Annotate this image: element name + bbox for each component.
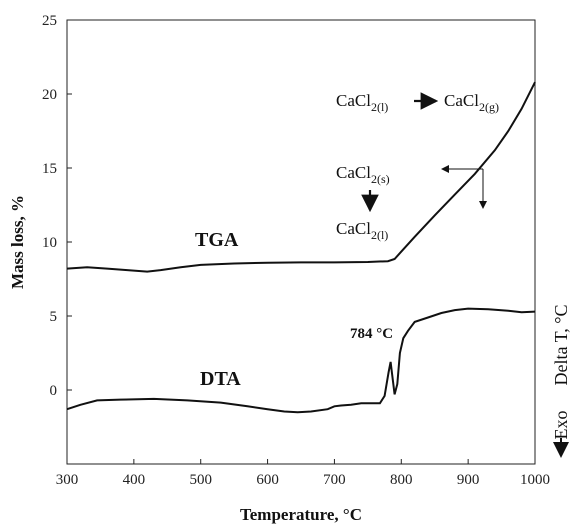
- y-axis-ticks: 0 5 10 15 20 25: [42, 13, 72, 399]
- x-tick-label: 800: [390, 472, 413, 488]
- x-axis-title: Temperature, °C: [240, 505, 362, 524]
- y-tick-label: 5: [50, 309, 58, 325]
- y-tick-label: 10: [42, 235, 57, 251]
- x-tick-label: 600: [256, 472, 279, 488]
- x-tick-label: 400: [123, 472, 146, 488]
- peak-temperature-label: 784 °C: [350, 326, 393, 342]
- x-tick-label: 1000: [520, 472, 550, 488]
- series-line-tga: [66, 81, 536, 273]
- x-axis-ticks: 300 400 500 600 700 800 900 1000: [56, 459, 550, 488]
- y-tick-label: 15: [42, 161, 57, 177]
- series-line-dta: [66, 307, 536, 414]
- y-axis-title: Mass loss, %: [8, 195, 27, 289]
- x-tick-label: 900: [457, 472, 480, 488]
- right-axis-title: Delta T, °C: [551, 304, 571, 385]
- dta-label: DTA: [200, 368, 241, 390]
- x-tick-label: 700: [323, 472, 346, 488]
- exo-label: Exo: [551, 411, 571, 440]
- y-tick-label: 25: [42, 13, 57, 29]
- x-tick-label: 500: [189, 472, 212, 488]
- reaction-mid-reactant: CaCl2(s): [336, 163, 390, 186]
- x-tick-label: 300: [56, 472, 79, 488]
- reaction-mid-product: CaCl2(l): [336, 219, 388, 242]
- reaction-top-product: CaCl2(g): [444, 91, 499, 114]
- tga-label: TGA: [195, 229, 239, 251]
- plot-area-frame: [66, 19, 536, 465]
- y-tick-label: 0: [50, 383, 58, 399]
- y-tick-label: 20: [42, 87, 57, 103]
- reaction-top-reactant: CaCl2(l): [336, 91, 388, 114]
